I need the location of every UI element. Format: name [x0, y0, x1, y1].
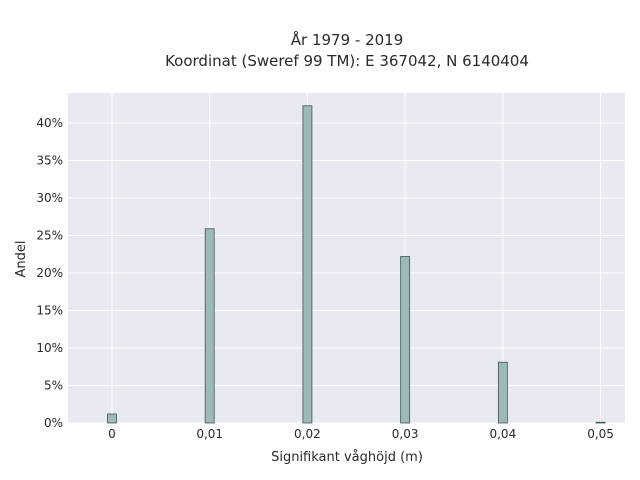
y-tick-label: 10% — [36, 341, 63, 355]
x-tick-label: 0,01 — [196, 427, 223, 441]
grid-lines — [68, 93, 625, 424]
x-axis-label: Signifikant våghöjd (m) — [271, 450, 423, 465]
bar — [204, 228, 215, 424]
y-axis-label: Andel — [14, 241, 29, 278]
bar — [107, 413, 117, 424]
bar — [497, 361, 508, 424]
x-axis-ticks: 0 0,01 0,02 0,03 0,04 0,05 — [108, 427, 614, 441]
chart-title: År 1979 - 2019 Koordinat (Sweref 99 TM):… — [165, 30, 529, 70]
x-tick-label: 0,04 — [489, 427, 516, 441]
bar — [400, 256, 411, 424]
y-axis-ticks: 0% 5% 10% 15% 20% 25% 30% 35% 40% — [36, 116, 63, 430]
bar — [302, 105, 313, 424]
y-tick-label: 40% — [36, 116, 63, 130]
x-tick-label: 0,05 — [587, 427, 614, 441]
bars — [107, 105, 606, 424]
y-tick-label: 0% — [44, 416, 63, 430]
plot-area — [68, 93, 625, 423]
x-tick-label: 0,03 — [392, 427, 419, 441]
bar — [595, 421, 606, 424]
y-tick-label: 5% — [44, 379, 63, 393]
y-tick-label: 25% — [36, 229, 63, 243]
chart-title-line-1: År 1979 - 2019 — [291, 30, 404, 49]
y-tick-label: 35% — [36, 154, 63, 168]
y-tick-label: 20% — [36, 266, 63, 280]
x-tick-label: 0 — [108, 427, 116, 441]
y-tick-label: 15% — [36, 304, 63, 318]
x-tick-label: 0,02 — [294, 427, 321, 441]
y-tick-label: 30% — [36, 191, 63, 205]
chart-title-line-2: Koordinat (Sweref 99 TM): E 367042, N 61… — [165, 52, 529, 70]
